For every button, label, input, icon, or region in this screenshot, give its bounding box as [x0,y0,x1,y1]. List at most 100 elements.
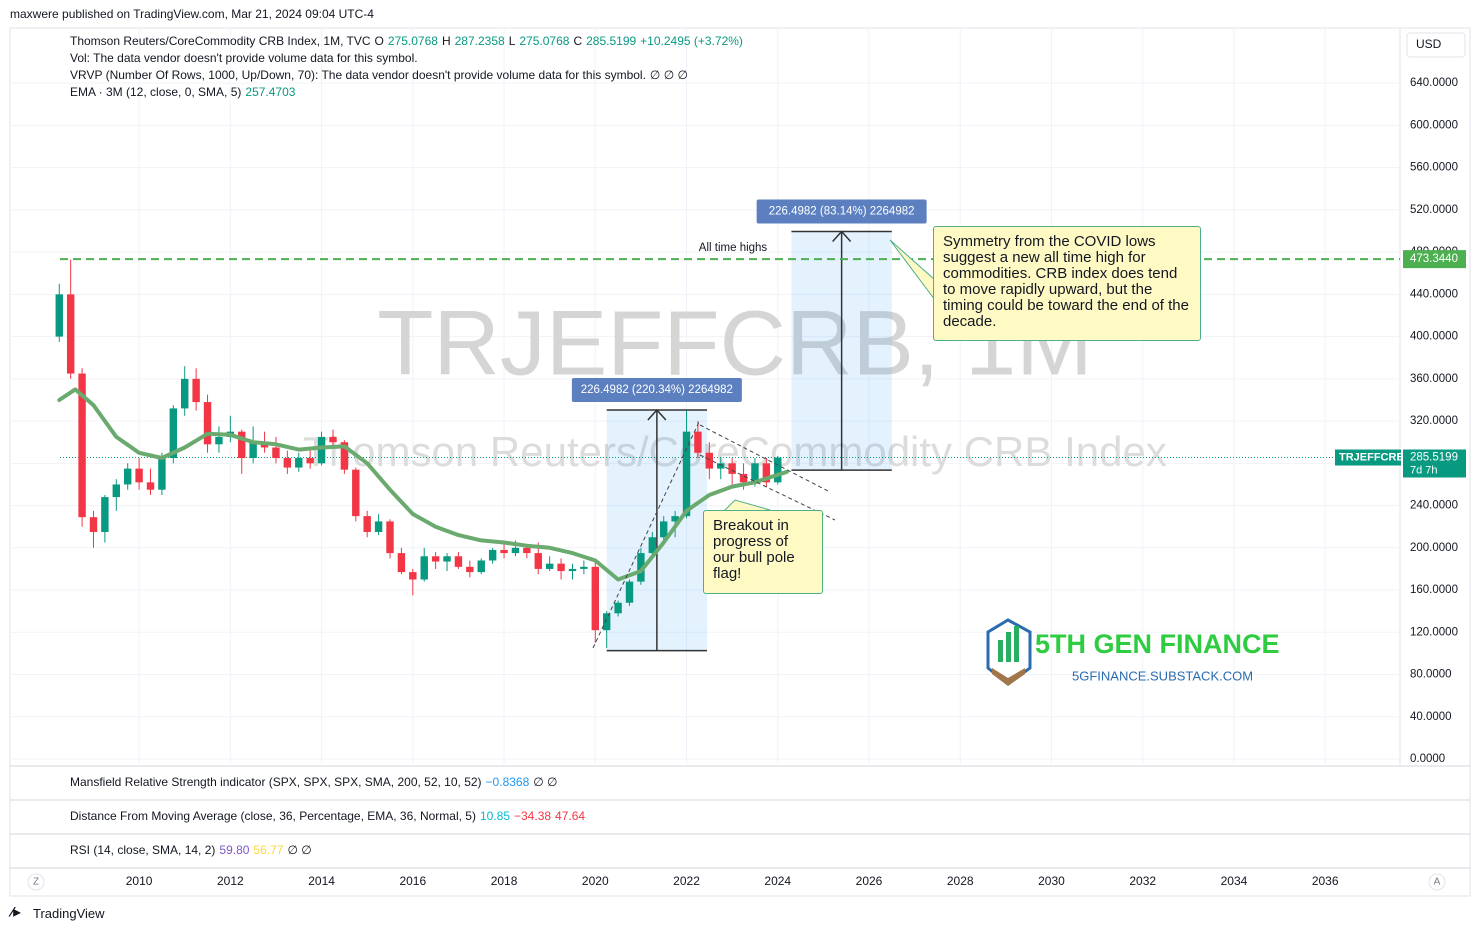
candle-body [591,566,599,631]
candle-body [283,458,292,468]
legend-text: 275.0768 [387,34,438,48]
pane-text: 47.64 [555,809,586,823]
countdown: 7d 7h [1410,464,1438,476]
auto-button[interactable] [1428,873,1446,891]
candle-body [101,497,109,532]
logo-bar [998,640,1003,662]
legend-text: 275.0768 [519,34,570,48]
candle-body [443,556,451,562]
legend-text: 287.2358 [454,34,505,48]
y-tick-label: 160.0000 [1410,584,1458,596]
legend-text: VRVP (Number Of Rows, 1000, Up/Down, 70)… [70,68,646,82]
candle-body [511,547,520,554]
candle-body [717,463,725,469]
brand-logo: ⁄▸ [8,904,21,920]
candle-body [466,566,474,573]
legend-text: H [441,34,451,48]
measure-label-box [571,377,742,402]
x-tick-label: 2032 [1129,874,1156,888]
candle-body [431,556,440,562]
x-tick-label: 2014 [308,874,335,888]
symbol-box [1335,449,1401,466]
candle-body [625,581,634,603]
candle-body [295,458,303,468]
candle-body [477,560,485,573]
candle-body [374,521,383,532]
x-tick-label: 2034 [1221,874,1248,888]
y-tick-label: 400.0000 [1410,331,1458,343]
logo-url: 5GFINANCE.SUBSTACK.COM [1072,668,1253,683]
pane-text: ∅ ∅ [533,775,558,789]
publisher: maxwere published on TradingView.com, Ma… [10,7,374,21]
zoom-label[interactable]: Z [33,877,39,888]
frame [9,27,1471,897]
legend-text: 285.5199 [586,34,637,48]
pane-text: ∅ ∅ [287,843,312,857]
candle-body [409,572,417,580]
legend-text: EMA · 3M (12, close, 0, SMA, 5) [70,85,242,99]
candle-body [192,378,200,403]
trendline [699,424,831,493]
candle-body [705,452,714,469]
candle-body [580,566,588,569]
ath-text: All time highs [699,242,768,254]
candle-body [158,458,166,490]
candle-body [363,516,371,532]
candle-body [78,373,86,518]
legend: Thomson Reuters/CoreCommodity CRB Index,… [70,33,747,101]
candle-body [169,408,178,459]
legend-text: C [573,34,583,48]
candle-body [181,378,189,409]
candle-body [386,521,394,554]
zoom-button[interactable] [27,873,45,891]
candle-body [500,549,508,554]
y-tick-label: 0.0000 [1410,753,1445,765]
pane-legend: Distance From Moving Average (close, 36,… [70,808,589,825]
candle-body [89,517,98,532]
logo-base [992,668,1025,686]
candle-body [55,294,63,337]
candle-body [602,613,611,631]
callout: Symmetry from the COVID lows suggest a n… [933,226,1201,341]
y-tick-label: 40.0000 [1410,711,1452,723]
y-tick-label: 640.0000 [1410,77,1458,89]
legend-text: L [508,34,516,48]
ath-price: 473.3440 [1410,253,1458,265]
callout: Breakout in progress of our bull pole fl… [703,510,823,594]
y-tick-label: 320.0000 [1410,415,1458,427]
candle-body [557,563,565,572]
y-tick-label: 600.0000 [1410,119,1458,131]
auto-label[interactable]: A [1434,877,1441,888]
candle-body [238,431,246,459]
brand: TradingView [33,906,105,921]
legend-line: EMA · 3M (12, close, 0, SMA, 5) 257.4703 [70,84,747,101]
candle-body [249,442,257,459]
ath-price-box [1403,250,1466,269]
y-tick-label: 240.0000 [1410,500,1458,512]
legend-text: Thomson Reuters/CoreCommodity CRB Index,… [70,34,371,48]
marks: 226.4982 (220.34%) 2264982 226.4982 (83.1… [55,199,1466,652]
currency-button[interactable] [1406,32,1466,58]
candle-body [135,468,143,483]
candle-body [648,537,657,554]
candle-body [306,458,314,464]
candle-body [671,516,679,522]
x-tick-label: 2024 [764,874,791,888]
currency[interactable]: USD [1416,37,1442,51]
candle-body [774,457,782,483]
candle-body [637,553,645,582]
measure-label: 226.4982 (220.34%) 2264982 [581,384,733,396]
logo-bar [1006,632,1011,662]
measure-label: 226.4982 (83.14%) 2264982 [769,206,915,218]
candle-body [215,436,223,445]
x-tick-label: 2022 [673,874,700,888]
x-tick-label: 2036 [1312,874,1339,888]
logo-title: 5TH GEN FINANCE [1035,629,1280,659]
pane-text: RSI (14, close, SMA, 14, 2) [70,843,216,857]
pane-text: −0.8368 [485,775,530,789]
candle-body [568,568,577,572]
callout-pointer [889,239,936,302]
legend-text: ∅ ∅ ∅ [649,68,688,82]
